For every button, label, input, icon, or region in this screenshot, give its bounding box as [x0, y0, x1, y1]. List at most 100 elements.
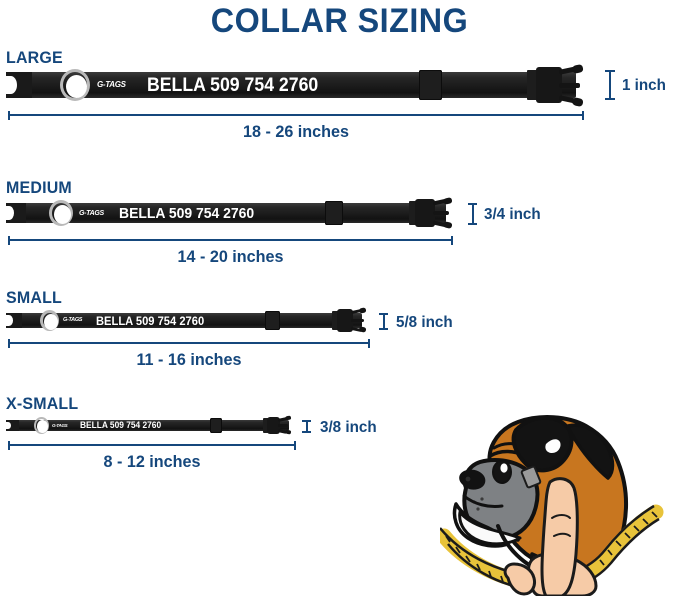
dimension-cap-left	[8, 339, 10, 348]
buckle-neck	[527, 70, 538, 100]
collar-adjuster-slider	[325, 201, 343, 225]
d-ring-icon	[60, 69, 90, 101]
length-label-medium: 14 - 20 inches	[177, 247, 284, 266]
size-label-medium: MEDIUM	[6, 178, 72, 197]
buckle-prong-bottom-tip	[442, 221, 453, 229]
brand-logo: G-TAGS	[63, 317, 83, 323]
width-indicator-cap-top	[468, 203, 477, 205]
dog-whisker-dot	[476, 507, 480, 511]
collar-tip	[6, 203, 26, 223]
hand-fingernail-crease	[553, 532, 571, 537]
dog-jowl	[458, 510, 522, 546]
collar-adjuster-slider	[419, 70, 442, 100]
collar-tip	[6, 420, 19, 431]
width-indicator-medium	[468, 203, 477, 225]
width-indicator-small	[379, 313, 388, 330]
length-label-small: 11 - 16 inches	[136, 350, 242, 369]
d-ring-hole	[44, 314, 58, 330]
buckle-body	[267, 417, 280, 434]
width-indicator-cap-top	[605, 70, 615, 72]
buckle-prong-top-tip	[284, 415, 292, 421]
size-label-large: LARGE	[6, 48, 63, 67]
width-indicator-bar	[471, 203, 474, 225]
collar-strap	[6, 420, 289, 431]
engraved-text: BELLA 509 754 2760	[96, 314, 205, 328]
buckle-prong-top-tip	[442, 197, 453, 205]
collar-graphic-xsmall: G-TAGS BELLA 509 754 2760	[6, 415, 292, 435]
buckle-prong-middle	[351, 319, 364, 322]
width-indicator-cap-bottom	[379, 328, 388, 330]
hand-group	[503, 477, 598, 596]
buckle-prong-top-tip	[358, 307, 367, 314]
brand-logo: G-TAGS	[97, 80, 126, 89]
collar-tip	[6, 313, 22, 328]
d-ring-hole	[66, 75, 87, 98]
brand-logo: G-TAGS	[79, 210, 104, 217]
dimension-line	[8, 444, 296, 446]
width-label-large: 1 inch	[622, 77, 666, 94]
engraved-text: BELLA 509 754 2760	[80, 420, 162, 430]
dimension-line	[8, 342, 370, 344]
hand-thumb	[503, 562, 536, 596]
dog-nostril	[465, 476, 471, 482]
collar-tip	[6, 72, 32, 98]
d-ring-hole	[37, 420, 48, 433]
collar-graphic-large: G-TAGS BELLA 509 754 2760	[6, 63, 584, 108]
width-indicator-cap-bottom	[302, 431, 311, 433]
collar-graphic-medium: G-TAGS BELLA 509 754 2760	[6, 197, 453, 229]
dimension-line	[8, 239, 453, 241]
width-indicator-bar	[305, 420, 308, 433]
page-title: COLLAR SIZING	[210, 2, 469, 40]
dimension-cap-right	[368, 339, 370, 348]
buckle-body	[337, 309, 353, 332]
collar-adjuster-slider	[265, 311, 280, 330]
buckle-neck	[409, 201, 417, 225]
width-indicator-bar	[609, 70, 611, 100]
width-label-xsmall: 3/8 inch	[320, 419, 377, 436]
buckle-prong-top-tip	[571, 63, 584, 75]
width-indicator-bar	[382, 313, 385, 330]
width-indicator-cap-top	[302, 420, 311, 422]
dog-ear-highlight	[545, 439, 561, 453]
collar-strap	[6, 72, 576, 98]
measuring-tape-clip	[520, 465, 542, 489]
width-indicator-cap-bottom	[605, 98, 615, 100]
d-ring-icon	[49, 200, 73, 226]
buckle-prong-middle	[278, 424, 288, 427]
collar-adjuster-slider	[210, 418, 222, 433]
dimension-cap-right	[582, 111, 584, 120]
dog-mouth-line	[462, 494, 504, 508]
d-ring-icon	[34, 417, 49, 434]
dog-measuring-illustration	[440, 408, 679, 596]
engraved-text: BELLA 509 754 2760	[119, 205, 255, 222]
width-indicator-large	[605, 70, 615, 100]
dimension-cap-right	[451, 236, 453, 245]
dog-head-patch	[566, 423, 615, 480]
dog-nose	[459, 469, 486, 490]
width-label-small: 5/8 inch	[396, 314, 453, 331]
dog-ear	[511, 415, 574, 473]
dimension-cap-left	[8, 441, 10, 450]
dog-eye-highlight	[500, 463, 508, 473]
length-label-large: 18 - 26 inches	[243, 122, 349, 141]
dimension-line	[8, 114, 584, 116]
dimension-cap-right	[294, 441, 296, 450]
buckle-body	[536, 67, 562, 103]
buckle-neck	[263, 418, 269, 433]
buckle-prong-middle	[433, 211, 449, 215]
size-label-xsmall: X-SMALL	[6, 394, 79, 413]
hand-knuckle-crease	[551, 514, 571, 519]
dimension-cap-left	[8, 236, 10, 245]
size-label-small: SMALL	[6, 288, 62, 307]
engraved-text: BELLA 509 754 2760	[147, 75, 319, 96]
width-indicator-xsmall	[302, 420, 311, 433]
dog-head-group	[452, 415, 628, 580]
brand-logo: G-TAGS	[52, 423, 68, 428]
collar-graphic-small: G-TAGS BELLA 509 754 2760	[6, 307, 367, 333]
dimension-cap-left	[8, 111, 10, 120]
buckle-prong-middle	[559, 83, 580, 88]
hand-index-finger	[540, 477, 579, 596]
buckle-body	[415, 199, 435, 227]
width-indicator-cap-top	[379, 313, 388, 315]
